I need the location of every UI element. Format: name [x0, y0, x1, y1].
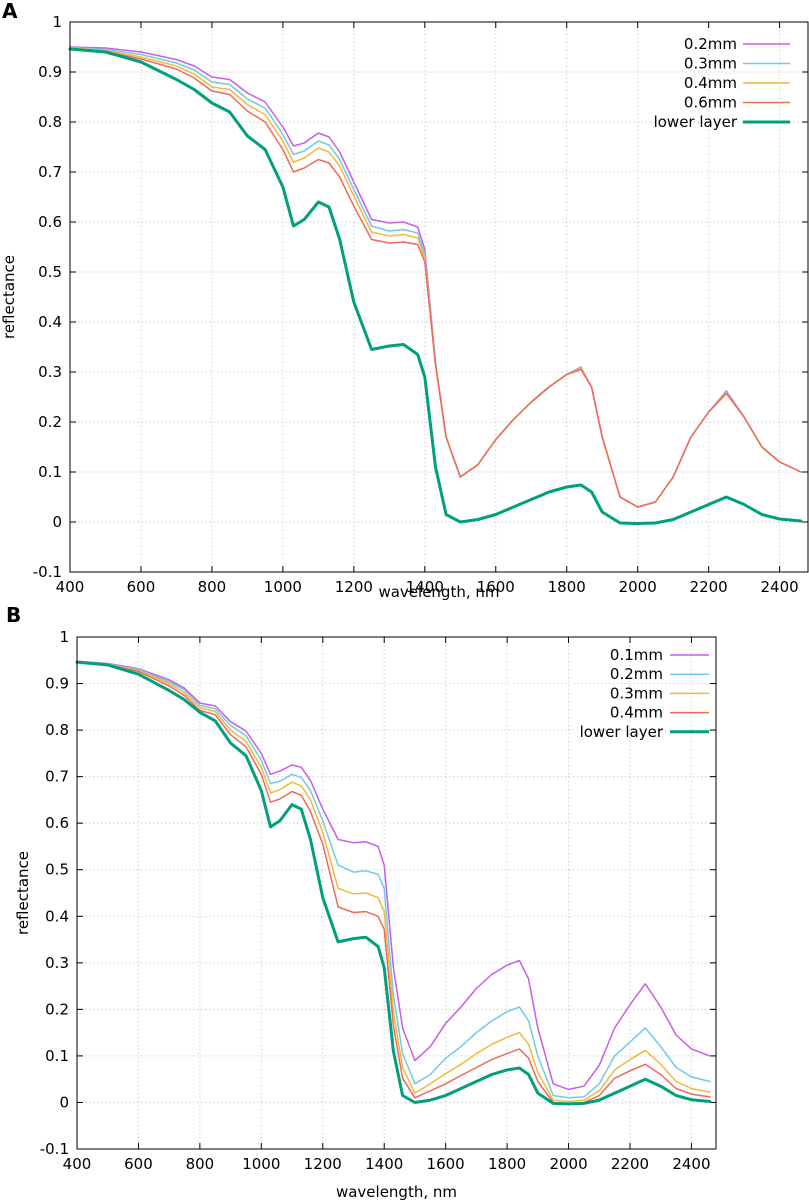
x-tick-label-a: 2000 [619, 578, 657, 596]
y-tick-label-a: 1 [52, 13, 62, 31]
series-line-0-2mm-b [76, 660, 711, 1099]
series-line-0-1mm-b [76, 660, 711, 1091]
y-tick-label-b: 0.1 [45, 1047, 69, 1065]
x-tick-label-a: 1200 [335, 578, 373, 596]
y-tick-label-b: 0.8 [45, 721, 69, 739]
x-tick-label-a: 2200 [690, 578, 728, 596]
y-tick-label-b: 0.6 [45, 814, 69, 832]
panel-b: B 400 600 800 1000 1200 1400 1600 1800 2000 2200 2… [6, 603, 717, 1201]
y-tick-label-b: 0.5 [45, 861, 69, 879]
x-tick-label-b: 2400 [672, 1155, 710, 1173]
y-tick-label-a: 0.3 [38, 363, 62, 381]
plot-frame-a [69, 21, 809, 573]
y-tick-label-b: 1 [59, 628, 69, 646]
y-tick-label-a: 0.8 [38, 113, 62, 131]
legend-label-a: 0.3mm [684, 55, 737, 73]
y-tick-label-a: -0.1 [33, 563, 62, 581]
x-tick-label-b: 600 [124, 1155, 153, 1173]
y-axis-label-a: reflectance [0, 255, 18, 339]
legend-label-a: 0.6mm [684, 94, 737, 112]
x-tick-label-b: 800 [186, 1155, 215, 1173]
series-line-lower-layer-b [75, 660, 712, 1106]
x-tick-label-a: 1000 [264, 578, 302, 596]
y-tick-label-b: 0.2 [45, 1000, 69, 1018]
series-line-lower-layer-a [68, 47, 803, 525]
legend-label-a: lower layer [654, 113, 738, 131]
plot-frame-b [76, 636, 717, 1150]
x-tick-label-b: 400 [63, 1155, 92, 1173]
y-tick-label-b: -0.1 [40, 1140, 69, 1158]
y-tick-label-a: 0.4 [38, 313, 62, 331]
x-tick-label-a: 1600 [477, 578, 515, 596]
x-tick-label-a: 800 [198, 578, 227, 596]
panel-letter-a: A [2, 0, 18, 23]
series-line-0-6mm-a [69, 47, 802, 508]
y-axis-label-b: reflectance [14, 851, 32, 935]
panel-a: A 400 600 800 1000 1200 1400 1600 1800 2000 2200 2… [0, 0, 809, 601]
y-tick-label-a: 0 [52, 513, 62, 531]
x-tick-label-a: 2400 [761, 578, 799, 596]
x-tick-label-b: 2000 [549, 1155, 587, 1173]
y-tick-label-b: 0 [59, 1093, 69, 1111]
y-tick-label-a: 0.1 [38, 463, 62, 481]
x-tick-label-b: 1200 [304, 1155, 342, 1173]
y-tick-label-a: 0.6 [38, 213, 62, 231]
x-tick-label-a: 600 [127, 578, 156, 596]
x-axis-label-a: wavelength, nm [378, 583, 499, 601]
legend-label-b: 0.3mm [610, 684, 663, 702]
x-tick-label-b: 2200 [611, 1155, 649, 1173]
x-tick-label-b: 1000 [242, 1155, 280, 1173]
y-tick-label-a: 0.7 [38, 163, 62, 181]
y-tick-label-a: 0.9 [38, 63, 62, 81]
y-tick-label-a: 0.2 [38, 413, 62, 431]
legend-label-b: 0.1mm [610, 646, 663, 664]
y-tick-label-a: 0.5 [38, 263, 62, 281]
legend-label-b: 0.4mm [610, 704, 663, 722]
x-tick-label-a: 1800 [548, 578, 586, 596]
x-tick-label-a: 1400 [406, 578, 444, 596]
y-tick-label-b: 0.9 [45, 675, 69, 693]
y-tick-label-b: 0.3 [45, 954, 69, 972]
x-tick-label-b: 1600 [427, 1155, 465, 1173]
y-tick-label-b: 0.4 [45, 907, 69, 925]
x-tick-label-b: 1400 [365, 1155, 403, 1173]
legend-label-b: lower layer [580, 723, 664, 741]
x-axis-label-b: wavelength, nm [336, 1183, 457, 1201]
legend-label-a: 0.2mm [684, 35, 737, 53]
legend-label-a: 0.4mm [684, 74, 737, 92]
x-tick-label-b: 1800 [488, 1155, 526, 1173]
legend-label-b: 0.2mm [610, 665, 663, 683]
series-line-0-4mm-b [76, 660, 711, 1105]
y-tick-label-b: 0.7 [45, 768, 69, 786]
series-line-0-3mm-b [76, 660, 711, 1103]
x-tick-label-a: 400 [56, 578, 85, 596]
panel-letter-b: B [6, 603, 21, 627]
